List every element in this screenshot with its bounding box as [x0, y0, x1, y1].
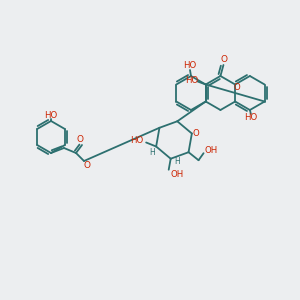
Text: H: H	[149, 148, 155, 157]
Text: O: O	[83, 161, 91, 170]
Text: HO: HO	[130, 136, 144, 145]
Text: HO: HO	[185, 76, 198, 85]
Text: HO: HO	[183, 61, 196, 70]
Text: H: H	[174, 157, 180, 166]
Text: O: O	[76, 134, 83, 143]
Text: OH: OH	[170, 170, 183, 179]
Text: O: O	[234, 83, 241, 92]
Text: O: O	[193, 129, 199, 138]
Text: O: O	[221, 56, 228, 64]
Text: HO: HO	[44, 110, 58, 119]
Text: HO: HO	[244, 113, 257, 122]
Text: OH: OH	[205, 146, 218, 155]
